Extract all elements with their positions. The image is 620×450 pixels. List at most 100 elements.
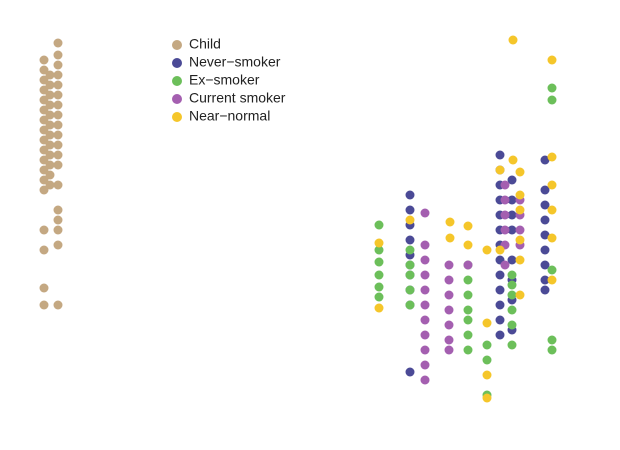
point	[45, 120, 55, 130]
point	[463, 330, 473, 340]
point	[420, 330, 430, 340]
point	[540, 230, 550, 240]
point	[482, 393, 492, 403]
point	[515, 225, 525, 235]
point	[39, 75, 49, 85]
point	[482, 370, 492, 380]
point	[515, 205, 525, 215]
point	[495, 300, 505, 310]
point	[495, 245, 505, 255]
point	[53, 80, 63, 90]
point	[420, 255, 430, 265]
point	[500, 225, 510, 235]
point	[444, 320, 454, 330]
point	[374, 220, 384, 230]
point	[374, 292, 384, 302]
point	[420, 315, 430, 325]
point	[540, 185, 550, 195]
point	[463, 275, 473, 285]
point	[444, 275, 454, 285]
point	[507, 280, 517, 290]
point	[463, 240, 473, 250]
point	[53, 90, 63, 100]
point	[39, 175, 49, 185]
point	[540, 155, 550, 165]
point	[405, 270, 415, 280]
point	[547, 205, 557, 215]
point	[53, 160, 63, 170]
point	[444, 305, 454, 315]
point	[508, 35, 518, 45]
point	[405, 190, 415, 200]
point	[405, 215, 415, 225]
point	[374, 282, 384, 292]
point	[515, 190, 525, 200]
point	[540, 285, 550, 295]
point	[547, 275, 557, 285]
point	[420, 270, 430, 280]
point	[45, 130, 55, 140]
point	[374, 270, 384, 280]
point	[39, 165, 49, 175]
point	[500, 210, 510, 220]
point	[405, 300, 415, 310]
point	[39, 135, 49, 145]
point	[39, 125, 49, 135]
point	[547, 345, 557, 355]
point	[39, 55, 49, 65]
point	[515, 255, 525, 265]
point	[495, 150, 505, 160]
point	[53, 140, 63, 150]
point	[53, 130, 63, 140]
point	[495, 165, 505, 175]
point	[39, 115, 49, 125]
legend-swatch	[172, 40, 182, 50]
point	[45, 90, 55, 100]
point	[463, 345, 473, 355]
point	[39, 245, 49, 255]
point	[445, 217, 455, 227]
point	[53, 50, 63, 60]
point	[53, 205, 63, 215]
point	[547, 180, 557, 190]
point	[374, 238, 384, 248]
legend-label: Ex−smoker	[189, 72, 260, 88]
point	[463, 315, 473, 325]
point	[507, 225, 517, 235]
point	[420, 345, 430, 355]
point	[507, 305, 517, 315]
point	[507, 255, 517, 265]
point	[420, 300, 430, 310]
point	[463, 290, 473, 300]
point	[39, 65, 49, 75]
point	[45, 160, 55, 170]
point	[39, 225, 49, 235]
point	[39, 145, 49, 155]
legend-swatch	[172, 76, 182, 86]
point	[463, 221, 473, 231]
point	[405, 285, 415, 295]
point	[507, 270, 517, 280]
point	[482, 318, 492, 328]
point	[482, 245, 492, 255]
point	[500, 180, 510, 190]
point	[45, 110, 55, 120]
point	[507, 290, 517, 300]
point	[495, 285, 505, 295]
point	[547, 335, 557, 345]
point	[45, 170, 55, 180]
point	[39, 300, 49, 310]
point	[405, 260, 415, 270]
point	[53, 300, 63, 310]
point	[53, 120, 63, 130]
point	[420, 240, 430, 250]
point	[508, 155, 518, 165]
point	[53, 215, 63, 225]
point	[495, 315, 505, 325]
point	[482, 355, 492, 365]
point	[45, 80, 55, 90]
point	[540, 245, 550, 255]
point	[547, 55, 557, 65]
point	[547, 265, 557, 275]
